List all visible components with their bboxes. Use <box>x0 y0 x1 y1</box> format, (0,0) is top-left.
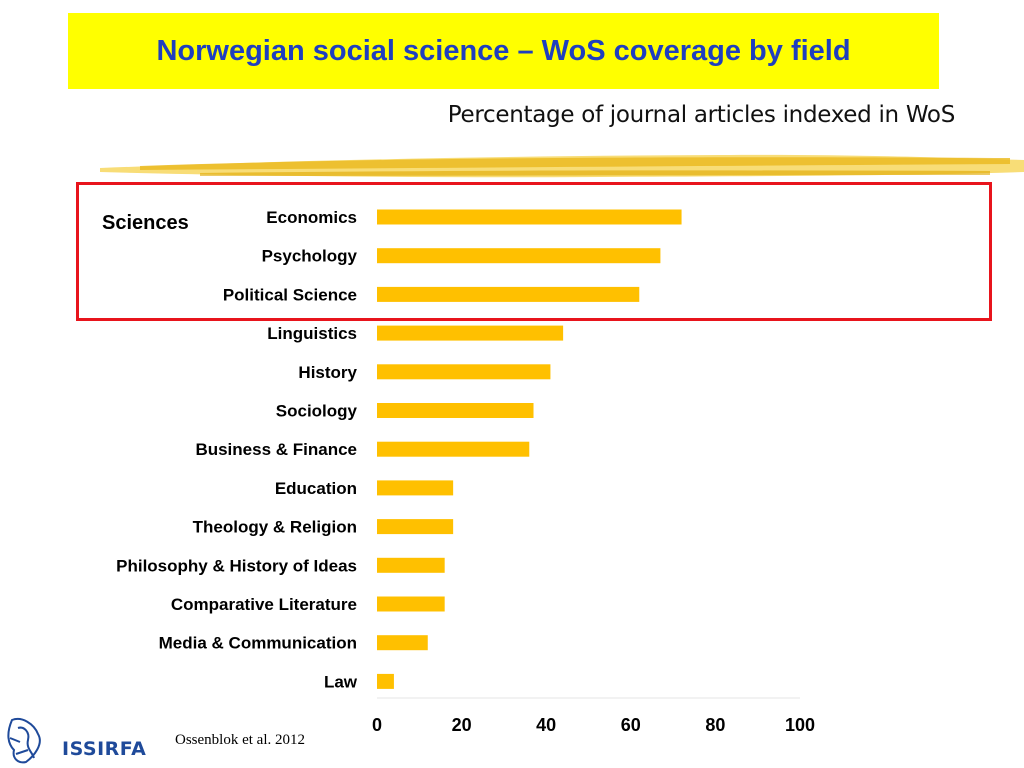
logo-text: ISSIRFA <box>62 738 147 760</box>
bar-linguistics <box>377 325 564 341</box>
category-label-economics: Economics <box>266 208 357 227</box>
x-tick-label-60: 60 <box>621 715 641 735</box>
title-banner: Norwegian social science – WoS coverage … <box>68 13 939 89</box>
x-tick-label-40: 40 <box>536 715 556 735</box>
bar-psychology <box>377 248 661 264</box>
bar-political-science <box>377 286 640 302</box>
bar-history <box>377 364 551 380</box>
category-label-philosophy-history-of-ideas: Philosophy & History of Ideas <box>116 556 357 575</box>
bar-economics <box>377 209 682 225</box>
chart-subtitle: Percentage of journal articles indexed i… <box>447 102 956 128</box>
category-label-theology-religion: Theology & Religion <box>193 518 357 537</box>
citation: Ossenblok et al. 2012 <box>175 732 305 748</box>
sciences-highlight-box <box>76 182 992 321</box>
category-label-history: History <box>298 363 357 382</box>
category-label-psychology: Psychology <box>262 247 358 266</box>
x-tick-label-0: 0 <box>372 715 382 735</box>
x-tick-label-80: 80 <box>705 715 725 735</box>
category-label-business-finance: Business & Finance <box>195 440 357 459</box>
bar-theology-religion <box>377 519 454 535</box>
bar-law <box>377 673 394 689</box>
bar-comparative-literature <box>377 596 445 612</box>
sciences-group-label: Sciences <box>102 212 189 234</box>
category-label-media-communication: Media & Communication <box>159 634 357 653</box>
x-tick-label-100: 100 <box>785 715 815 735</box>
category-label-linguistics: Linguistics <box>267 324 357 343</box>
bar-philosophy-history-of-ideas <box>377 557 445 573</box>
x-tick-label-20: 20 <box>452 715 472 735</box>
category-label-comparative-literature: Comparative Literature <box>171 595 357 614</box>
category-label-sociology: Sociology <box>276 402 358 421</box>
category-label-political-science: Political Science <box>223 285 357 304</box>
category-label-education: Education <box>275 479 357 498</box>
bar-media-communication <box>377 635 428 651</box>
bar-sociology <box>377 403 534 418</box>
category-label-law: Law <box>324 672 358 691</box>
bar-education <box>377 480 454 496</box>
brush-stroke-divider <box>100 154 1024 178</box>
bar-business-finance <box>377 441 530 457</box>
slide-title: Norwegian social science – WoS coverage … <box>156 34 851 67</box>
issirfa-logo-icon <box>7 718 41 764</box>
